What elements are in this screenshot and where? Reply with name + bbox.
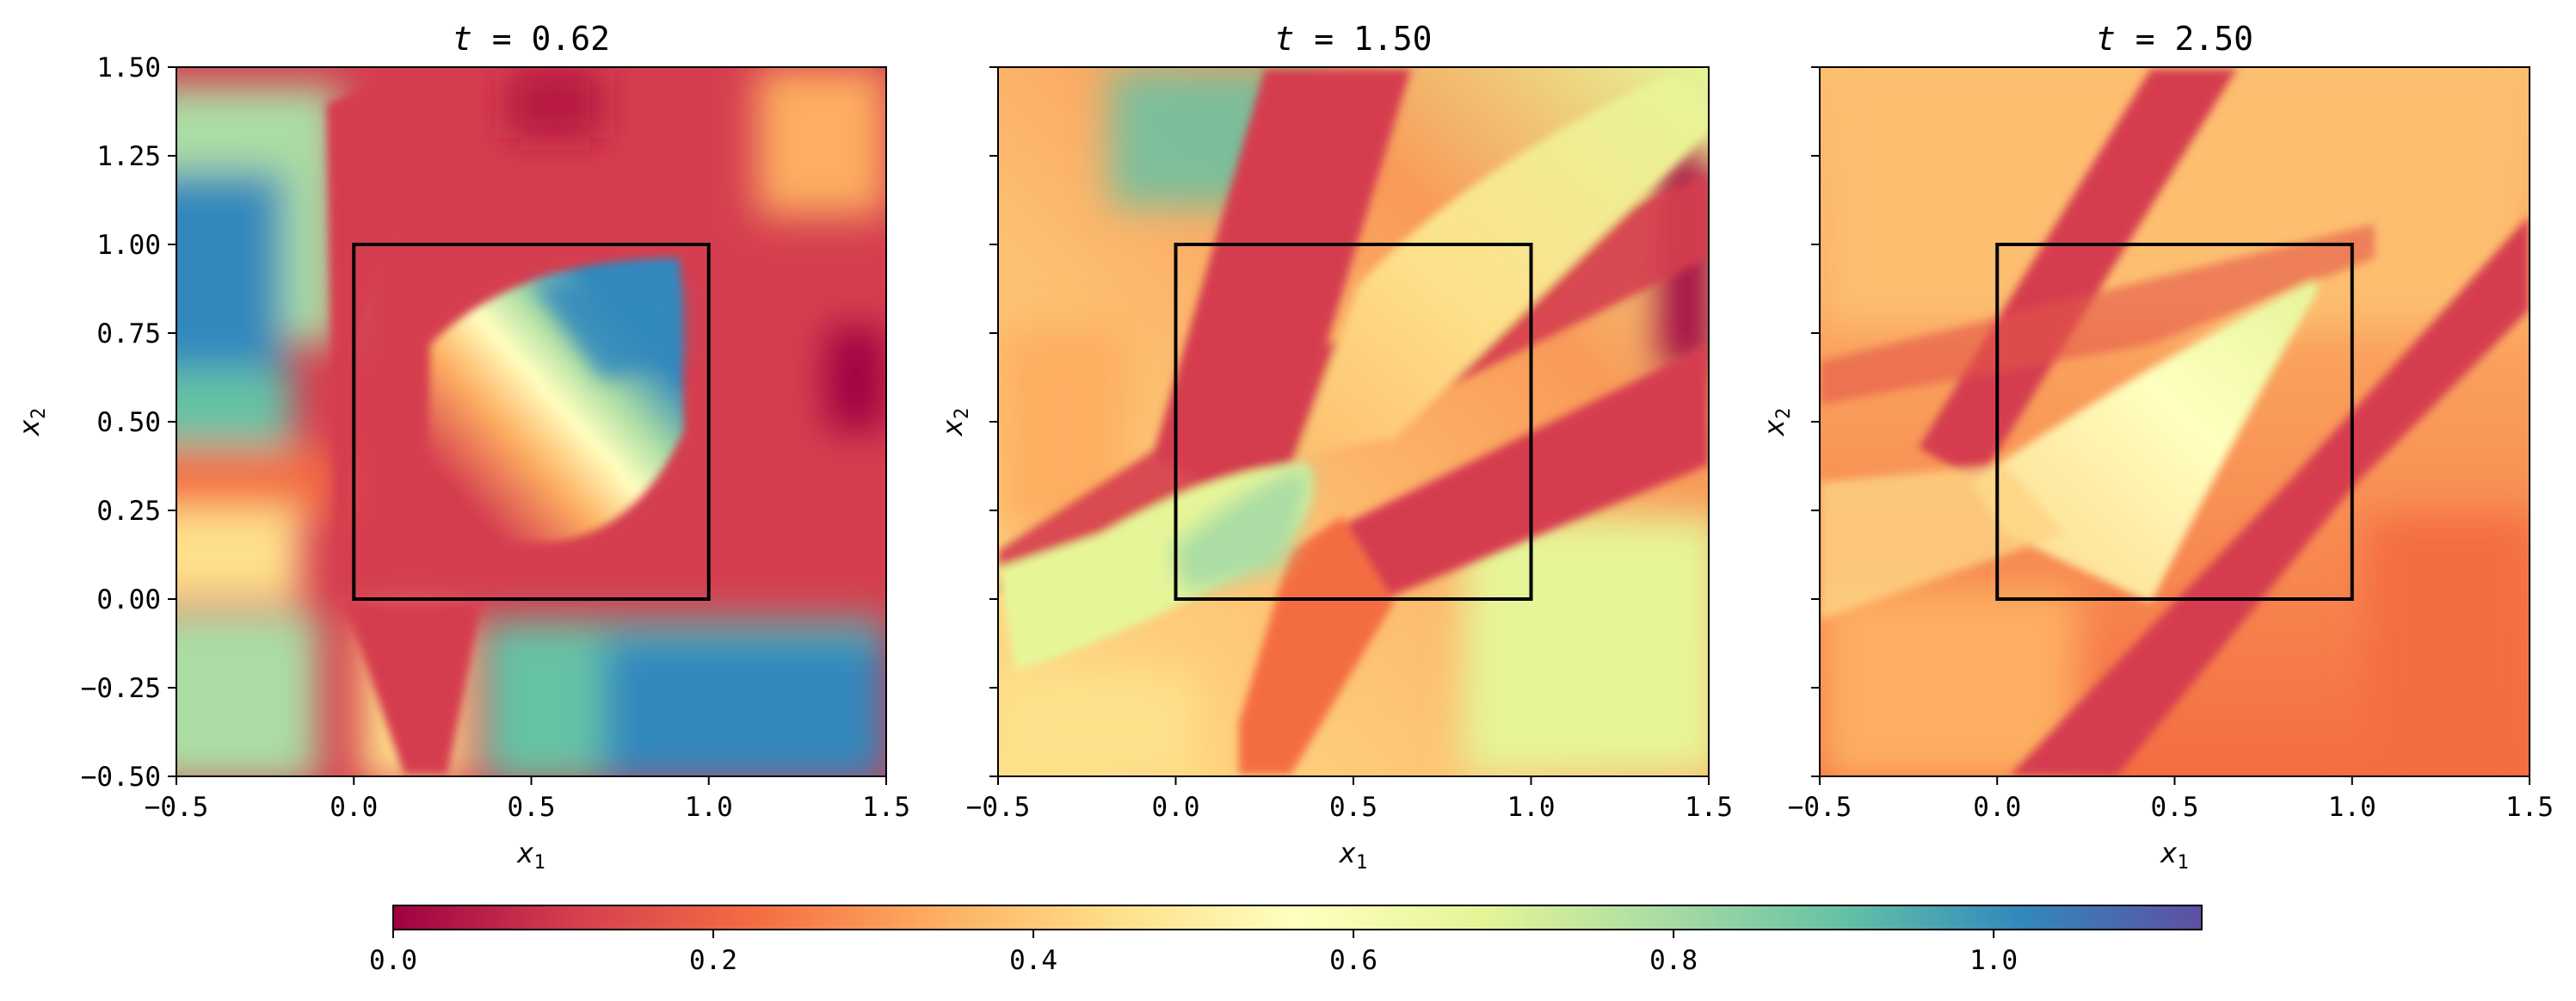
y-axis-label: x2 — [13, 408, 50, 438]
colorbar: 0.0 0.2 0.4 0.6 0.8 1.0 — [369, 905, 2203, 976]
reference-box — [1174, 243, 1533, 601]
x-tick-label: 1.5 — [2505, 792, 2554, 823]
x-tick-label: 0.5 — [1329, 792, 1377, 823]
reference-box — [352, 243, 711, 601]
x-tick-label: 0.5 — [508, 792, 556, 823]
y-tick-label: 1.00 — [96, 230, 161, 261]
y-tick-label: −0.25 — [81, 673, 161, 704]
y-tick-label: 0.75 — [96, 318, 161, 349]
x-tick-label: 0.0 — [330, 792, 378, 823]
y-tick-label: 1.25 — [96, 141, 161, 172]
x-tick-label: −0.5 — [1788, 792, 1852, 823]
y-axis-label: x2 — [936, 408, 973, 438]
x-tick-label: −0.5 — [145, 792, 209, 823]
y-tick-label: 0.25 — [96, 496, 161, 527]
x-tick-label: 0.0 — [1152, 792, 1200, 823]
colorbar-tick-label: 0.0 — [369, 945, 417, 976]
x-tick-label: 0.0 — [1973, 792, 2021, 823]
x-axis-label: x1 — [515, 837, 545, 874]
x-tick-label: 0.5 — [2151, 792, 2199, 823]
colorbar-tick-label: 0.8 — [1649, 945, 1698, 976]
reference-box — [1995, 243, 2354, 601]
x-axis-label: x1 — [2159, 837, 2189, 874]
x-axis-label: x1 — [1338, 837, 1368, 874]
x-tick-label: −0.5 — [966, 792, 1031, 823]
y-axis-label: x2 — [1758, 408, 1795, 438]
colorbar-tick-label: 0.2 — [689, 945, 737, 976]
panel-1: −0.5 0.0 0.5 1.0 1.5 −0.50 −0.25 0.00 0.25 0.50 0.… — [13, 20, 910, 874]
y-tick-label: −0.50 — [81, 762, 161, 793]
x-tick-label: 1.5 — [862, 792, 910, 823]
panel-title: t = 2.50 — [2096, 20, 2253, 58]
x-tick-label: 1.0 — [1507, 792, 1556, 823]
x-tick-label: 1.5 — [1685, 792, 1733, 823]
colorbar-tick-label: 0.4 — [1009, 945, 1057, 976]
panel-3: −0.5 0.0 0.5 1.0 1.5 t = 2.50 x1 x2 — [1758, 20, 2554, 874]
y-tick-label: 0.00 — [96, 584, 161, 615]
heatmap-panel-2 — [998, 67, 1709, 776]
y-tick-label: 0.50 — [96, 407, 161, 438]
colorbar-tick-label: 0.6 — [1329, 945, 1377, 976]
x-tick-label: 1.0 — [685, 792, 733, 823]
colorbar-gradient — [392, 905, 2203, 930]
colorbar-tick-label: 1.0 — [1969, 945, 2018, 976]
y-tick-label: 1.50 — [96, 53, 161, 83]
panel-title: t = 1.50 — [1274, 20, 1432, 58]
heatmap-panel-1 — [176, 67, 886, 776]
panel-title: t = 0.62 — [453, 20, 610, 58]
x-tick-label: 1.0 — [2328, 792, 2376, 823]
heatmap-panel-3 — [1820, 67, 2530, 776]
panel-2: −0.5 0.0 0.5 1.0 1.5 t = 1.50 x1 x2 — [936, 20, 1733, 874]
